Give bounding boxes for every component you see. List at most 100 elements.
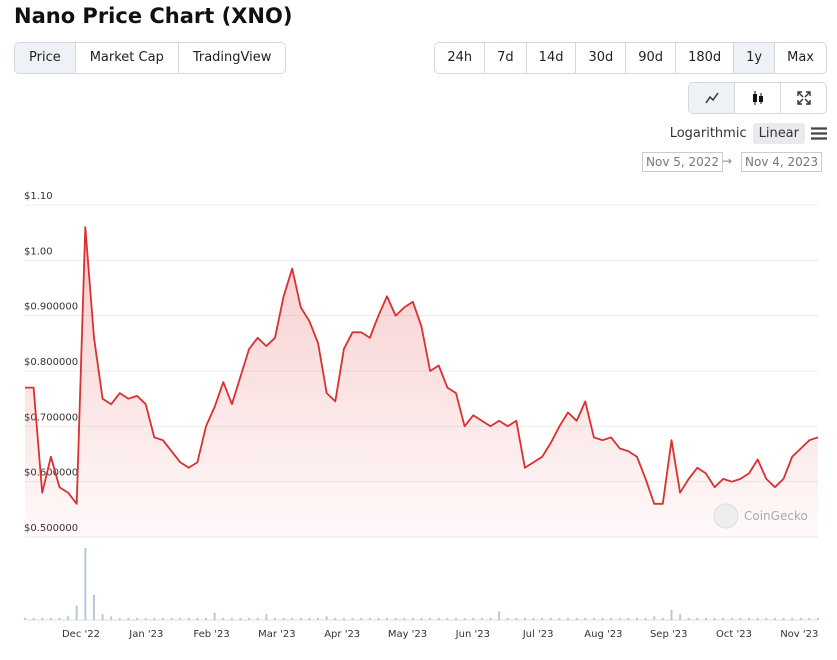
volume-bar [67,616,70,620]
volume-bar [360,617,363,620]
volume-bar [635,617,638,620]
volume-bar [532,617,535,620]
volume-bar [463,617,466,620]
volume-bar [334,617,337,620]
volume-bar [256,617,259,620]
volume-bar [644,617,647,620]
volume-bar [265,614,268,620]
range-button[interactable]: 7d [485,43,527,73]
volume-bar [704,617,707,620]
date-to[interactable]: Nov 4, 2023 [741,152,823,172]
date-from[interactable]: Nov 5, 2022 [642,152,724,172]
volume-bar [489,617,492,620]
volume-bar [670,609,673,620]
volume-bar [429,617,432,620]
x-tick-label: Sep '23 [650,629,688,640]
volume-bar [799,617,802,620]
y-tick-label: $1.00 [24,246,53,257]
volume-bar [161,617,164,620]
volume-bar [299,617,302,620]
volume-bar [756,617,759,620]
x-tick-label: May '23 [388,629,427,640]
range-button[interactable]: Max [787,50,814,65]
x-tick-label: Oct '23 [716,629,752,640]
volume-bar [213,612,216,620]
volume-bar [205,617,208,620]
volume-bar [230,617,233,620]
volume-bar [325,616,328,620]
range-button[interactable]: 30d [576,43,627,73]
volume-bar [696,617,699,620]
volume-bar [523,617,526,620]
volume-bar [32,617,35,620]
volume-bar [317,617,320,620]
volume-bar [377,617,380,620]
volume-bar [136,617,139,620]
volume-bar [730,617,733,620]
range-button[interactable]: 14d [527,43,577,73]
volume-bar [567,617,570,620]
volume-bar [127,617,130,620]
volume-bar [791,617,794,620]
tab[interactable]: Market Cap [76,43,179,73]
x-tick-label: Mar '23 [258,629,296,640]
range-button[interactable]: 180d [676,43,735,73]
range-button[interactable]: 90d [626,43,677,73]
x-tick-label: Aug '23 [584,629,622,640]
line-chart-button[interactable] [689,83,735,113]
volume-bar [722,617,725,620]
x-tick-label: Dec '22 [62,629,100,640]
volume-bar [222,617,225,620]
volume-bar [558,617,561,620]
volume-bar [679,614,682,620]
page-title: Nano Price Chart (XNO) [14,4,293,28]
fullscreen-button[interactable] [781,83,826,113]
menu-icon[interactable] [811,127,827,140]
tab[interactable]: TradingView [192,50,272,65]
chart-style-buttons [688,82,827,114]
volume-bar [653,616,656,620]
range-button[interactable]: 24h [435,43,486,73]
volume-bar [610,617,613,620]
y-tick-label: $0.800000 [24,357,78,368]
volume-bar [480,617,483,620]
volume-bar [92,594,95,620]
scale-option[interactable]: Logarithmic [669,126,747,141]
x-tick-label: Nov '23 [780,629,818,640]
price-area [25,227,818,537]
volume-bar [808,617,811,620]
volume-bar [394,617,397,620]
volume-bar [454,617,457,620]
volume-bar [75,605,78,620]
volume-bar [49,617,52,620]
x-tick-label: Jun '23 [455,629,490,640]
volume-bar [403,617,406,620]
volume-bar [58,617,61,620]
volume-bar [515,617,518,620]
volume-bar [386,617,389,620]
range-buttons: 24h 7d 14d 30d 90d 180d 1y Max [434,42,827,74]
volume-bar [592,617,595,620]
volume-bar [24,617,26,620]
volume-bar [773,617,776,620]
volume-bar [110,616,113,620]
tab[interactable]: Price [15,43,76,73]
volume-bar [739,617,742,620]
volume-bar [144,617,147,620]
volume-bar [506,617,509,620]
volume-bar [575,617,578,620]
volume-bar [291,617,294,620]
volume-bar [437,617,440,620]
x-tick-label: Apr '23 [324,629,360,640]
volume-bar [273,617,276,620]
volume-bar [282,617,285,620]
volume-bar [765,617,768,620]
scale-option[interactable]: Linear [752,123,805,144]
volume-bar [713,617,716,620]
volume-bar [687,617,690,620]
range-button[interactable]: 1y [734,43,776,73]
candlestick-button[interactable] [735,83,781,113]
volume-bar [541,617,544,620]
volume-bar [627,617,630,620]
